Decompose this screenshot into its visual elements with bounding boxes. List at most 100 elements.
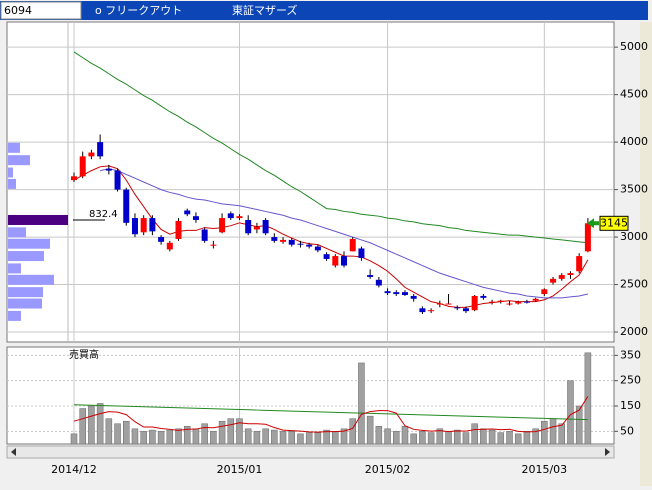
volume-bar [419,431,426,445]
volume-bar [227,418,235,445]
volume-bar [140,431,147,445]
candle-body [541,289,548,295]
volume-label: 売買高 [69,348,99,361]
x-tick-label: 2014/12 [51,463,97,476]
volume-bar [497,432,505,445]
candle-body [271,237,278,241]
volume-bar [332,431,339,445]
candle-body [341,256,348,266]
candle-body [97,142,104,157]
candle-body [175,220,182,239]
candle-body [166,242,173,250]
volume-bar [114,423,121,445]
candle-body [558,275,565,279]
candle-body [114,170,121,190]
candle-body [462,308,469,312]
candle-body [210,244,217,246]
candle-body [436,303,443,305]
volume-bar [445,431,452,445]
candle-body [192,216,199,220]
candle-body [393,292,400,295]
x-tick-label: 2015/01 [217,463,263,476]
volume-bar [314,432,322,445]
moving-average-line [73,51,588,244]
candle-body [236,216,243,219]
candle-body [428,310,435,312]
scroll-track[interactable] [6,445,615,459]
volume-bar [70,433,78,445]
volume-bar [166,429,174,445]
volume-bar [375,426,383,445]
scroll-left[interactable] [11,448,16,456]
profile-bar [8,178,17,189]
volume-bar [366,415,374,445]
price-panel [6,21,615,343]
candle-body [184,210,191,215]
profile-bar [8,227,27,238]
volume-bar [575,405,583,445]
volume-bar [558,423,566,445]
candle-body [88,152,95,157]
profile-bar [8,263,21,274]
volume-bar [349,418,356,445]
candle-body [480,295,487,298]
y-tick-label: 5000 [620,40,648,53]
stock-code: 6094 [4,4,32,17]
candle-body [358,248,365,258]
market: 東証マザーズ [232,3,297,17]
volume-bar [532,428,539,445]
candle-body [131,218,138,235]
candle-body [280,239,287,242]
y-tick-label: 4500 [620,88,648,101]
profile-bar [8,287,44,298]
moving-average-line [100,168,588,299]
volume-bar [123,420,130,445]
candle-body [506,303,513,305]
scroll-right[interactable] [605,448,610,456]
candle-body [367,275,374,277]
volume-ma-line [73,404,588,421]
volume-bar [523,431,531,445]
volume-ma-line [73,396,589,433]
y-tick-label: 250 [620,374,641,387]
volume-bar [175,428,182,445]
candle-body [532,298,539,301]
y-tick-label: 150 [620,399,641,412]
volume-bar [88,405,95,445]
volume-bar [393,431,400,445]
volume-bar [541,420,548,445]
stock-name: o フリークアウト [95,4,182,17]
candle-body [227,213,234,219]
candle-body [306,244,313,247]
candle-body [201,229,208,241]
code-box [0,1,82,20]
volume-bar [253,431,261,445]
y-tick-label: 4000 [620,135,648,148]
volume-bar [183,426,191,445]
scrollbar[interactable] [6,445,615,459]
candle-body [253,226,260,230]
profile-label: 832.4 [89,209,118,220]
y-tick-label: 3500 [620,183,648,196]
candle-body [375,279,382,286]
candle-body [158,237,165,242]
candle-body [314,246,321,251]
candle-body [149,218,156,232]
candle-body [79,156,86,177]
candle-body [550,278,557,283]
volume-bar [549,418,557,445]
volume-bar [236,418,243,445]
last-price-label: 3145 [600,216,628,229]
volume-bar [305,432,313,445]
volume-bar [427,432,435,445]
volume-bar [131,428,139,445]
volume-bar [480,428,487,445]
candle-body [384,291,391,294]
volume-bar [506,431,513,445]
candle-body [419,308,426,313]
y-tick-label: 3000 [620,230,648,243]
profile-bar [8,155,30,166]
y-tick-label: 50 [620,424,634,437]
volume-bar [514,433,522,445]
